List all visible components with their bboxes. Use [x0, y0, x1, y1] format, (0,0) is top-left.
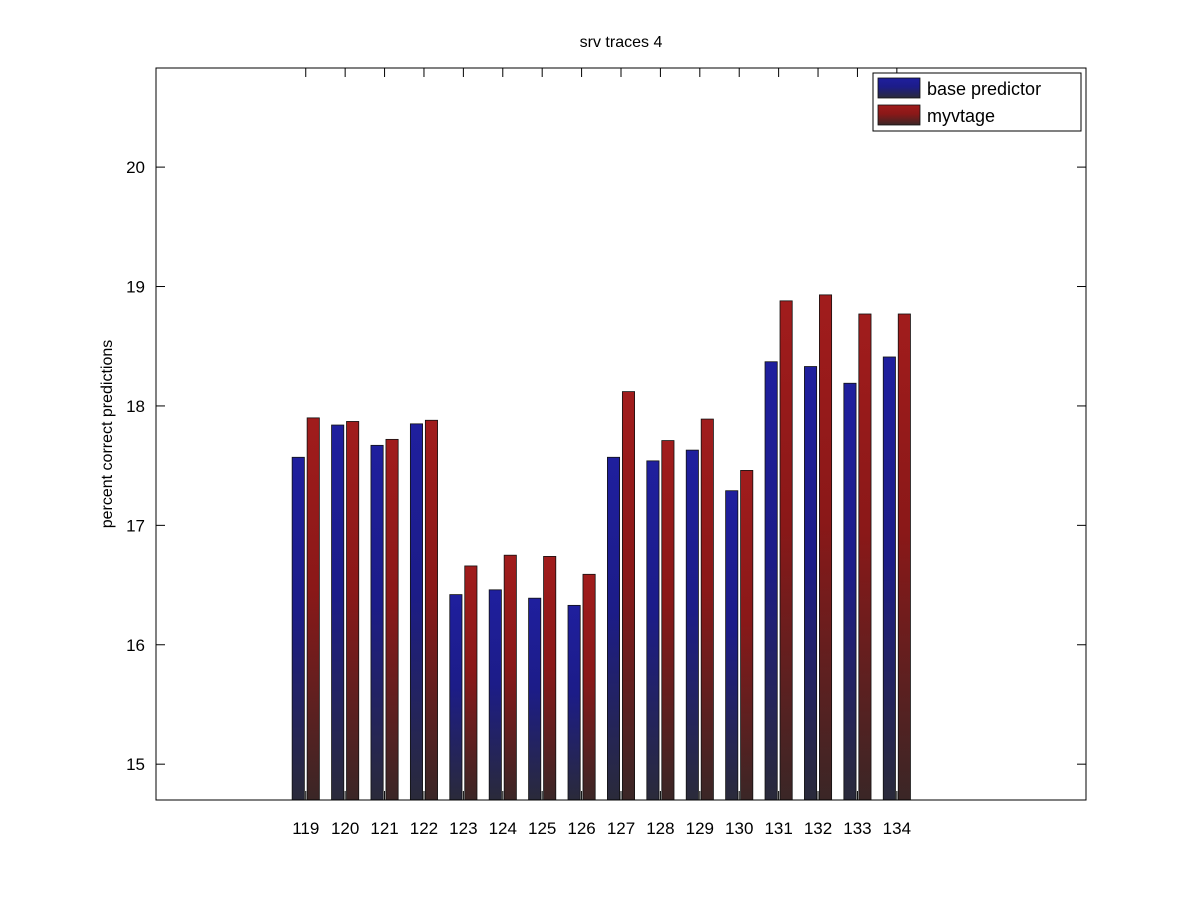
- bar-myvtage-127: [621, 391, 636, 801]
- bar-myvtage-123: [464, 565, 478, 801]
- bar-myvtage-122: [424, 419, 438, 801]
- bar-myvtage-129: [700, 418, 714, 801]
- legend-label-base-predictor: base predictor: [927, 79, 1041, 99]
- x-tick-label: 121: [370, 819, 398, 838]
- bar-myvtage-119: [306, 417, 320, 801]
- chart-title: srv traces 4: [580, 34, 663, 51]
- y-axis-label: percent correct predictions: [99, 340, 116, 529]
- x-tick-label: 125: [528, 819, 556, 838]
- legend-swatch-myvtage: [877, 104, 921, 126]
- bar-myvtage-133: [858, 313, 872, 801]
- bar-base-predictor-131: [764, 361, 778, 801]
- x-tick-label: 128: [646, 819, 674, 838]
- x-tick-label: 133: [843, 819, 871, 838]
- bar-myvtage-132: [819, 294, 833, 801]
- x-tick-label: 129: [686, 819, 714, 838]
- x-tick-label: 127: [607, 819, 635, 838]
- x-tick-label: 119: [292, 819, 319, 838]
- bar-base-predictor-128: [646, 460, 660, 801]
- bar-base-predictor-120: [331, 424, 345, 801]
- bar-myvtage-134: [897, 313, 911, 801]
- y-tick-label: 20: [126, 158, 145, 177]
- y-tick-label: 19: [126, 278, 145, 297]
- y-tick-label: 17: [126, 516, 145, 535]
- bar-myvtage-124: [503, 554, 517, 801]
- bar-base-predictor-124: [488, 589, 502, 801]
- x-tick-label: 131: [764, 819, 792, 838]
- bar-base-predictor-133: [843, 382, 857, 801]
- x-tick-label: 130: [725, 819, 753, 838]
- bar-myvtage-128: [661, 440, 675, 801]
- bar-base-predictor-122: [409, 423, 423, 801]
- x-tick-label: 134: [883, 819, 911, 838]
- bar-base-predictor-126: [567, 604, 581, 801]
- y-tick-label: 18: [126, 397, 145, 416]
- bar-myvtage-125: [543, 556, 557, 801]
- x-tick-label: 123: [449, 819, 477, 838]
- x-tick-label: 132: [804, 819, 832, 838]
- bar-myvtage-120: [346, 421, 360, 801]
- y-tick-label: 16: [126, 636, 145, 655]
- x-tick-label: 120: [331, 819, 359, 838]
- bar-myvtage-121: [385, 438, 399, 801]
- bar-base-predictor-134: [882, 356, 896, 801]
- legend-swatch-base-predictor: [877, 77, 921, 99]
- bar-myvtage-130: [740, 470, 754, 801]
- bar-base-predictor-121: [370, 444, 384, 801]
- bar-base-predictor-127: [607, 456, 621, 801]
- bar-base-predictor-123: [449, 594, 463, 801]
- y-tick-label: 15: [126, 755, 145, 774]
- legend: base predictor myvtage: [872, 72, 1082, 132]
- bar-base-predictor-132: [804, 366, 818, 801]
- x-tick-label: 124: [489, 819, 517, 838]
- legend-label-myvtage: myvtage: [927, 106, 995, 126]
- x-tick-label: 126: [567, 819, 595, 838]
- bar-myvtage-131: [779, 300, 793, 801]
- bar-base-predictor-129: [685, 449, 699, 801]
- bar-base-predictor-119: [291, 456, 305, 801]
- bar-base-predictor-130: [725, 490, 739, 801]
- bar-myvtage-126: [582, 573, 596, 801]
- x-tick-label: 122: [410, 819, 438, 838]
- bar-base-predictor-125: [528, 597, 542, 801]
